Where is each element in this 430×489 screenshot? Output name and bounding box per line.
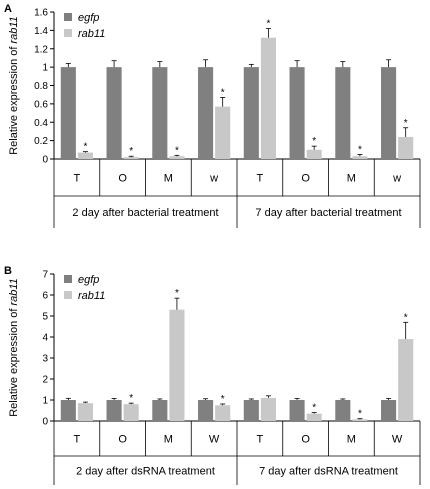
panel1-significance-mark: * — [404, 118, 408, 129]
panel1-significance-mark: * — [83, 142, 87, 153]
panel1-bar-rab11 — [398, 136, 414, 159]
panel1-category-label: T — [74, 173, 81, 185]
panel2-y-tick-label: 1 — [42, 396, 48, 407]
panel2-bar-rab11 — [169, 309, 185, 421]
panel1-bar-rab11 — [215, 106, 231, 159]
panel2-group-label: 2 day after dsRNA treatment — [76, 466, 215, 478]
panel1-bar-egfp — [243, 67, 259, 159]
panel2-significance-mark: * — [221, 394, 225, 405]
panel1-y-tick-label: 0.6 — [34, 99, 48, 110]
panel2-significance-mark: * — [175, 288, 179, 299]
panel1-y-tick-label: 0.8 — [34, 81, 48, 92]
panel2-significance-mark: * — [129, 393, 133, 404]
panel2-bar-egfp — [335, 400, 351, 421]
panel1-significance-mark: * — [266, 19, 270, 30]
panel2-bar-egfp — [381, 400, 397, 421]
panel2-bar-egfp — [289, 400, 305, 421]
panel2-bar-egfp — [152, 400, 168, 421]
panel1-category-label: w — [392, 173, 401, 185]
panel2-group-label: 7 day after dsRNA treatment — [259, 466, 398, 478]
panel1-significance-mark: * — [129, 146, 133, 157]
panel1-bar-rab11 — [260, 37, 276, 159]
panel2-bar-rab11 — [215, 405, 231, 421]
panel2-category-label: T — [74, 434, 81, 446]
panel1-category-label: M — [347, 173, 356, 185]
panel2-legend-label-egfp: egfp — [78, 274, 99, 286]
panel2-bar-rab11 — [306, 413, 322, 421]
panel1-y-tick-label: 1.6 — [34, 8, 48, 19]
panel2-bar-rab11 — [398, 339, 414, 421]
panel1-bar-egfp — [335, 67, 351, 159]
panel2-significance-mark: * — [312, 403, 316, 414]
panel1-y-tick-label: 1 — [42, 63, 48, 74]
panel2-bar-egfp — [198, 400, 214, 421]
panel2-y-axis-label: Relative expression of rab11 — [8, 278, 20, 417]
panel1-category-label: w — [209, 173, 218, 185]
panel2-y-tick-label: 3 — [42, 354, 48, 365]
panel2-y-tick-label: 6 — [42, 291, 48, 302]
panel2-y-tick-label: 2 — [42, 375, 48, 386]
panel1-y-tick-label: 0 — [42, 155, 48, 166]
panel2-category-label: M — [164, 434, 173, 446]
panel1-bar-egfp — [106, 67, 122, 159]
panel2-bar-egfp — [243, 400, 259, 421]
panel1-category-label: O — [118, 173, 127, 185]
panel1-y-axis-label: Relative expression of rab11 — [8, 16, 20, 155]
panel2-category-label: O — [301, 434, 310, 446]
panel1-y-tick-label: 1.2 — [34, 44, 48, 55]
panel1-bar-rab11 — [169, 156, 185, 159]
panel1-legend-swatch-egfp — [64, 13, 72, 21]
panel2-significance-mark: * — [404, 312, 408, 323]
panel2-legend-swatch-rab11 — [64, 291, 72, 299]
panel1-significance-mark: * — [175, 145, 179, 156]
panel2-bar-rab11 — [77, 403, 93, 421]
panel1-bar-egfp — [289, 67, 305, 159]
panel1-y-tick-label: 1.4 — [34, 26, 48, 37]
panel2-y-tick-label: 0 — [42, 417, 48, 428]
panel1-bar-egfp — [198, 67, 214, 159]
panel2-y-tick-label: 7 — [42, 270, 48, 281]
panel2-legend-label-rab11: rab11 — [78, 290, 105, 302]
panel1-legend-swatch-rab11 — [64, 29, 72, 37]
panel1-bar-egfp — [381, 67, 397, 159]
panel2-category-label: W — [392, 434, 403, 446]
panel1-significance-mark: * — [312, 136, 316, 147]
panel2-bar-egfp — [106, 400, 122, 421]
panel2-bar-rab11 — [123, 404, 139, 421]
panel1-panel-letter: A — [4, 3, 12, 15]
panel1-bar-egfp — [152, 67, 168, 159]
panel1-legend-label-rab11: rab11 — [78, 28, 105, 40]
panel1-legend-label-egfp: egfp — [78, 12, 99, 24]
panel2-y-tick-label: 4 — [42, 333, 48, 344]
panel2-category-label: O — [118, 434, 127, 446]
panel1-bar-rab11 — [77, 152, 93, 159]
panel2-bar-egfp — [60, 400, 76, 421]
panel2-significance-mark: * — [358, 409, 362, 420]
panel1-y-tick-label: 0.2 — [34, 136, 48, 147]
panel1-significance-mark: * — [358, 144, 362, 155]
panel2-bar-rab11 — [260, 397, 276, 421]
panel1-category-label: O — [301, 173, 310, 185]
panel1-category-label: M — [164, 173, 173, 185]
panel1-bar-egfp — [60, 67, 76, 159]
panel2-legend-swatch-egfp — [64, 275, 72, 283]
panel1-category-label: T — [257, 173, 264, 185]
panel1-significance-mark: * — [221, 87, 225, 98]
panel1-bar-rab11 — [352, 156, 368, 159]
panel2-category-label: T — [257, 434, 264, 446]
panel2-category-label: M — [347, 434, 356, 446]
panel1-bar-rab11 — [306, 149, 322, 159]
panel1-bar-rab11 — [123, 157, 139, 159]
panel2-panel-letter: B — [4, 265, 12, 277]
panel1-group-label: 7 day after bacterial treatment — [255, 207, 401, 219]
panel1-y-tick-label: 0.4 — [34, 118, 48, 129]
panel1-group-label: 2 day after bacterial treatment — [72, 207, 218, 219]
panel2-y-tick-label: 5 — [42, 312, 48, 323]
panel2-bar-rab11 — [352, 419, 368, 421]
panel2-category-label: W — [209, 434, 220, 446]
